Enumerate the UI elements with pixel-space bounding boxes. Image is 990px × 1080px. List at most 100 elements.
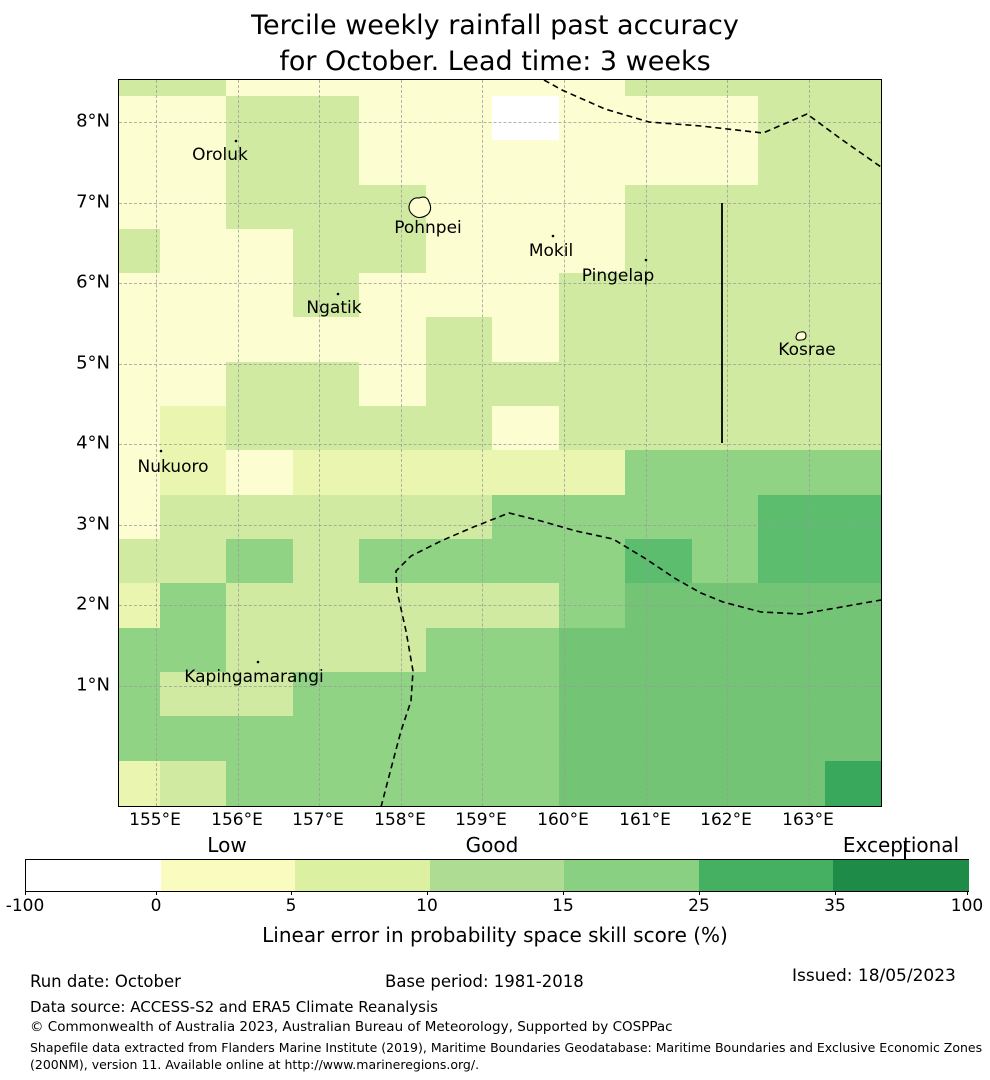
grid-cell (559, 362, 625, 406)
grid-cell (293, 495, 359, 539)
islet-dot (644, 258, 648, 262)
grid-cell (492, 229, 559, 273)
grid-cell (692, 450, 758, 495)
grid-cell (559, 406, 625, 450)
grid-cell (692, 80, 758, 96)
grid-cell (625, 495, 692, 539)
colorbar-tick-mark (156, 891, 157, 895)
grid-cell (226, 273, 293, 317)
colorbar-segment (564, 860, 700, 891)
gridline-vertical (809, 80, 810, 806)
grid-cell (825, 273, 881, 317)
grid-cell (293, 539, 359, 583)
place-label: Ngatik (306, 298, 362, 318)
grid-cell (692, 761, 758, 806)
gridline-horizontal (119, 525, 881, 526)
grid-cell (692, 716, 758, 761)
colorbar-segment (698, 860, 835, 891)
grid-cell (692, 628, 758, 672)
grid-cell (692, 406, 758, 450)
chart-title: Tercile weekly rainfall past accuracy fo… (0, 8, 990, 80)
colorbar-tick-mark (427, 891, 428, 895)
gridline-vertical (401, 80, 402, 806)
colorbar-tick-label: 15 (552, 896, 574, 916)
latitude-tick-label: 1°N (76, 674, 110, 696)
grid-cell (492, 672, 559, 716)
colorbar-segment (295, 860, 431, 891)
grid-cell (226, 140, 293, 185)
grid-cell (492, 362, 559, 406)
grid-cell (825, 317, 881, 362)
grid-cell (426, 229, 492, 273)
grid-cell (625, 140, 692, 185)
longitude-tick-label: 163°E (782, 810, 834, 830)
grid-cell (226, 229, 293, 273)
grid-cell (293, 406, 359, 450)
grid-cell (293, 317, 359, 362)
grid-cell (359, 539, 426, 583)
grid-cell (758, 761, 825, 806)
grid-cell (492, 539, 559, 583)
chart-title-line2: for October. Lead time: 3 weeks (279, 46, 711, 77)
grid-cell (119, 716, 160, 761)
shapefile-credit-line2: (200NM), version 11. Available online at… (30, 1057, 480, 1072)
grid-cell (426, 362, 492, 406)
grid-cell (758, 185, 825, 229)
colorbar-segment (429, 860, 566, 891)
grid-cell (625, 628, 692, 672)
grid-cell (359, 406, 426, 450)
gridline-vertical (727, 80, 728, 806)
colorbar-qualitative-label: Exceptional (842, 833, 960, 857)
latitude-tick-label: 3°N (76, 513, 110, 535)
grid-cell (692, 140, 758, 185)
grid-cell (293, 672, 359, 716)
grid-cell (692, 495, 758, 539)
grid-cell (492, 140, 559, 185)
copyright-text: © Commonwealth of Australia 2023, Austra… (30, 1019, 673, 1035)
grid-cell (160, 539, 226, 583)
skill-raster-cells (119, 80, 881, 806)
longitude-tick-label: 158°E (374, 810, 426, 830)
grid-cell (160, 273, 226, 317)
grid-cell (226, 362, 293, 406)
latitude-tick-label: 2°N (76, 593, 110, 615)
grid-cell (625, 672, 692, 716)
grid-cell (625, 450, 692, 495)
grid-cell (559, 317, 625, 362)
grid-cell (758, 273, 825, 317)
grid-cell (426, 495, 492, 539)
grid-cell (492, 761, 559, 806)
grid-cell (559, 140, 625, 185)
grid-cell (492, 406, 559, 450)
grid-cell (226, 96, 293, 140)
grid-cell (293, 80, 359, 96)
grid-cell (426, 628, 492, 672)
grid-cell (119, 761, 160, 806)
map-plot-area: Oroluk Pohnpei Mokil Pingelap Ngatik Kosrae Nu… (118, 79, 882, 807)
grid-cell (559, 628, 625, 672)
grid-cell (825, 628, 881, 672)
colorbar-tick-mark (835, 891, 836, 895)
colorbar-segment (160, 860, 297, 891)
grid-cell (559, 185, 625, 229)
grid-cell (160, 450, 226, 495)
colorbar-tick-label: 35 (824, 896, 846, 916)
grid-cell (825, 495, 881, 539)
grid-cell (692, 96, 758, 140)
gridline-horizontal (119, 364, 881, 365)
latitude-tick-label: 8°N (76, 110, 110, 132)
grid-cell (426, 761, 492, 806)
grid-cell (559, 273, 625, 317)
base-period-text: Base period: 1981-2018 (385, 972, 584, 991)
grid-cell (426, 96, 492, 140)
grid-cell (492, 450, 559, 495)
grid-cell (119, 80, 160, 96)
grid-cell (559, 450, 625, 495)
grid-cell (426, 273, 492, 317)
grid-cell (625, 185, 692, 229)
grid-cell (160, 140, 226, 185)
grid-cell (758, 229, 825, 273)
grid-cell (119, 140, 160, 185)
colorbar-tick-label: 25 (688, 896, 710, 916)
grid-cell (160, 495, 226, 539)
